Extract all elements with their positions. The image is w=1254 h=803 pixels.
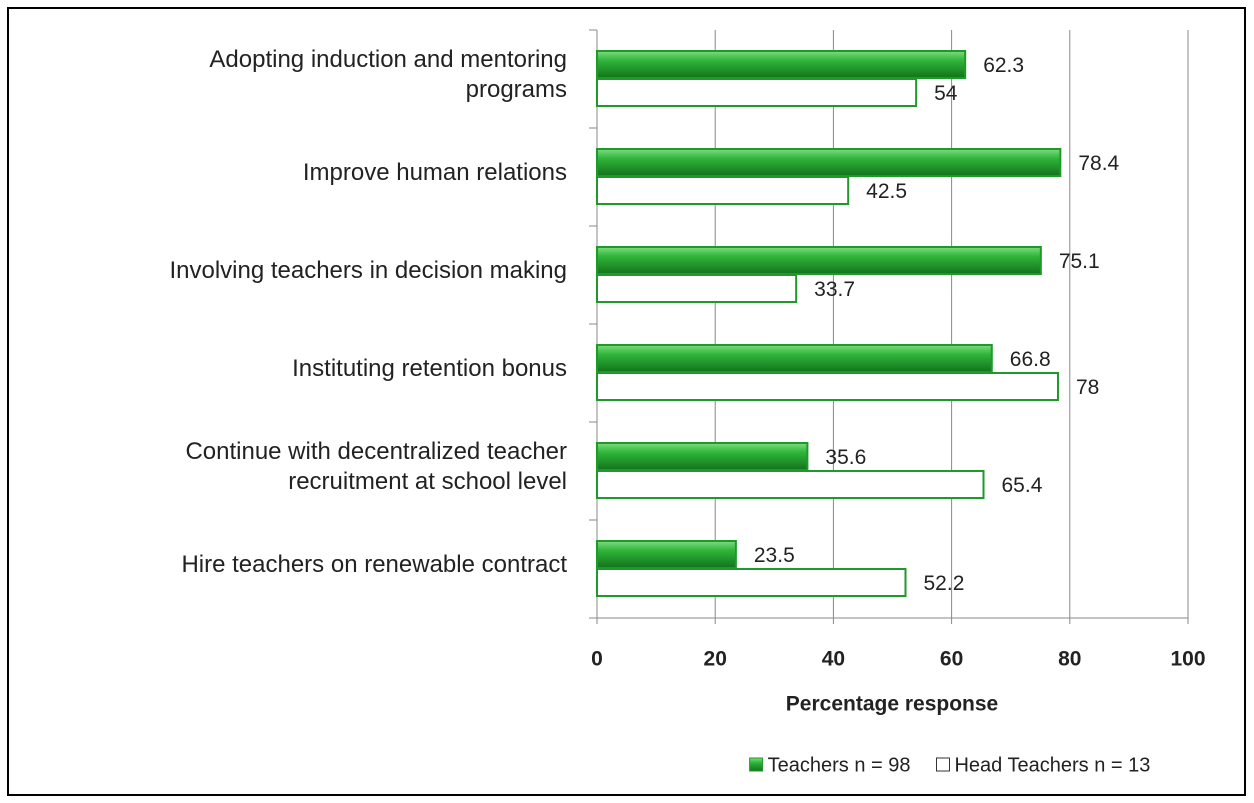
value-label: 52.2 [924, 572, 965, 595]
frame [7, 7, 1246, 796]
bar [596, 78, 918, 107]
bar [596, 344, 993, 373]
category-label: Continue with decentralized teacher recr… [185, 438, 567, 495]
value-label: 78.4 [1078, 152, 1119, 175]
value-label: 33.7 [814, 278, 855, 301]
value-label: 42.5 [866, 180, 907, 203]
value-label: 65.4 [1002, 474, 1043, 497]
value-label: 54 [934, 82, 958, 105]
value-label: 23.5 [754, 544, 795, 567]
bar [596, 442, 809, 471]
bar [596, 568, 907, 597]
bar [596, 148, 1062, 177]
value-label: 66.8 [1010, 348, 1051, 371]
x-axis-title: Percentage response [786, 693, 998, 716]
category-label: Adopting induction and mentoring program… [209, 46, 567, 103]
x-tick-label: 80 [1058, 648, 1081, 671]
bar [596, 470, 985, 499]
legend-label: Teachers n = 98 [768, 754, 911, 776]
legend-swatch [935, 757, 950, 772]
legend-label: Head Teachers n = 13 [954, 754, 1150, 776]
bar [596, 540, 737, 569]
value-label: 62.3 [983, 54, 1024, 77]
x-tick-label: 100 [1170, 648, 1205, 671]
bar [596, 274, 798, 303]
bar [596, 176, 850, 205]
category-label: Involving teachers in decision making [169, 257, 567, 284]
x-tick-label: 0 [591, 648, 603, 671]
value-label: 75.1 [1059, 250, 1100, 273]
value-label: 35.6 [825, 446, 866, 469]
bar [596, 246, 1042, 275]
category-label: Hire teachers on renewable contract [181, 551, 567, 578]
value-label: 78 [1076, 376, 1099, 399]
x-tick-label: 20 [704, 648, 727, 671]
x-tick-label: 60 [940, 648, 963, 671]
legend-swatch [749, 757, 764, 772]
bar [596, 372, 1059, 401]
bar [596, 50, 967, 79]
x-tick-label: 40 [822, 648, 845, 671]
category-label: Instituting retention bonus [292, 355, 567, 382]
category-label: Improve human relations [302, 159, 567, 186]
